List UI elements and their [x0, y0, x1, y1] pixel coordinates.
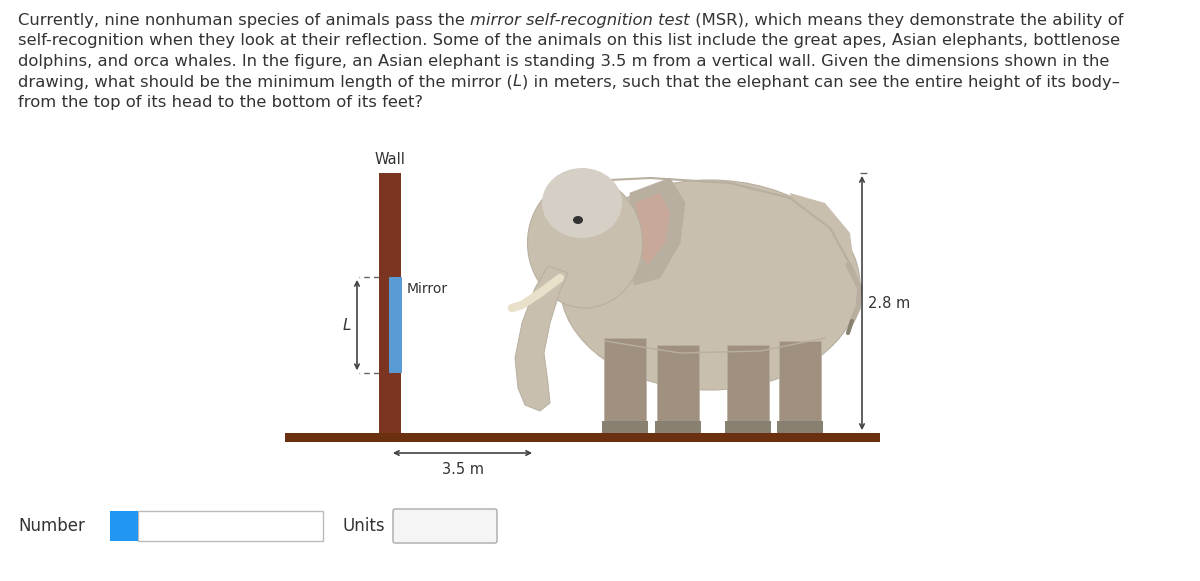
Text: L: L: [512, 74, 522, 89]
Bar: [604, 338, 646, 433]
Text: mirror self-recognition test: mirror self-recognition test: [470, 13, 690, 28]
Polygon shape: [515, 266, 568, 411]
Text: 2.8 m: 2.8 m: [868, 296, 911, 310]
Ellipse shape: [542, 168, 622, 238]
Bar: [725, 421, 772, 433]
Polygon shape: [635, 193, 670, 265]
Bar: [110, 511, 138, 541]
Bar: [602, 421, 648, 433]
Polygon shape: [790, 193, 854, 333]
Text: Mirror: Mirror: [407, 282, 448, 296]
Bar: [779, 341, 821, 433]
Bar: [138, 511, 323, 541]
Bar: [389, 277, 402, 373]
Text: drawing, what should be the minimum length of the mirror (: drawing, what should be the minimum leng…: [18, 74, 512, 89]
Text: ▲: ▲: [478, 517, 484, 525]
Text: self-recognition when they look at their reflection. Some of the animals on this: self-recognition when they look at their…: [18, 34, 1120, 48]
Text: Number: Number: [18, 517, 85, 535]
Text: i: i: [121, 518, 126, 533]
Text: Currently, nine nonhuman species of animals pass the: Currently, nine nonhuman species of anim…: [18, 13, 470, 28]
FancyBboxPatch shape: [394, 509, 497, 543]
Bar: [727, 345, 769, 433]
Text: (MSR), which means they demonstrate the ability of: (MSR), which means they demonstrate the …: [690, 13, 1123, 28]
Text: from the top of its head to the bottom of its feet?: from the top of its head to the bottom o…: [18, 95, 424, 110]
Bar: [778, 421, 823, 433]
Bar: [286, 433, 880, 442]
Text: dolphins, and orca whales. In the figure, an Asian elephant is standing 3.5 m fr: dolphins, and orca whales. In the figure…: [18, 54, 1109, 69]
Polygon shape: [625, 178, 685, 285]
Text: Units: Units: [343, 517, 385, 535]
Text: Wall: Wall: [374, 152, 406, 167]
Bar: [655, 421, 701, 433]
Text: ) in meters, such that the elephant can see the entire height of its body–: ) in meters, such that the elephant can …: [522, 74, 1120, 89]
Ellipse shape: [528, 178, 642, 308]
Text: 3.5 m: 3.5 m: [442, 462, 484, 477]
Ellipse shape: [560, 180, 860, 390]
Text: L: L: [342, 318, 352, 332]
Ellipse shape: [574, 216, 583, 224]
Bar: [658, 345, 698, 433]
Text: ▼: ▼: [478, 526, 484, 536]
Bar: [379, 173, 401, 433]
